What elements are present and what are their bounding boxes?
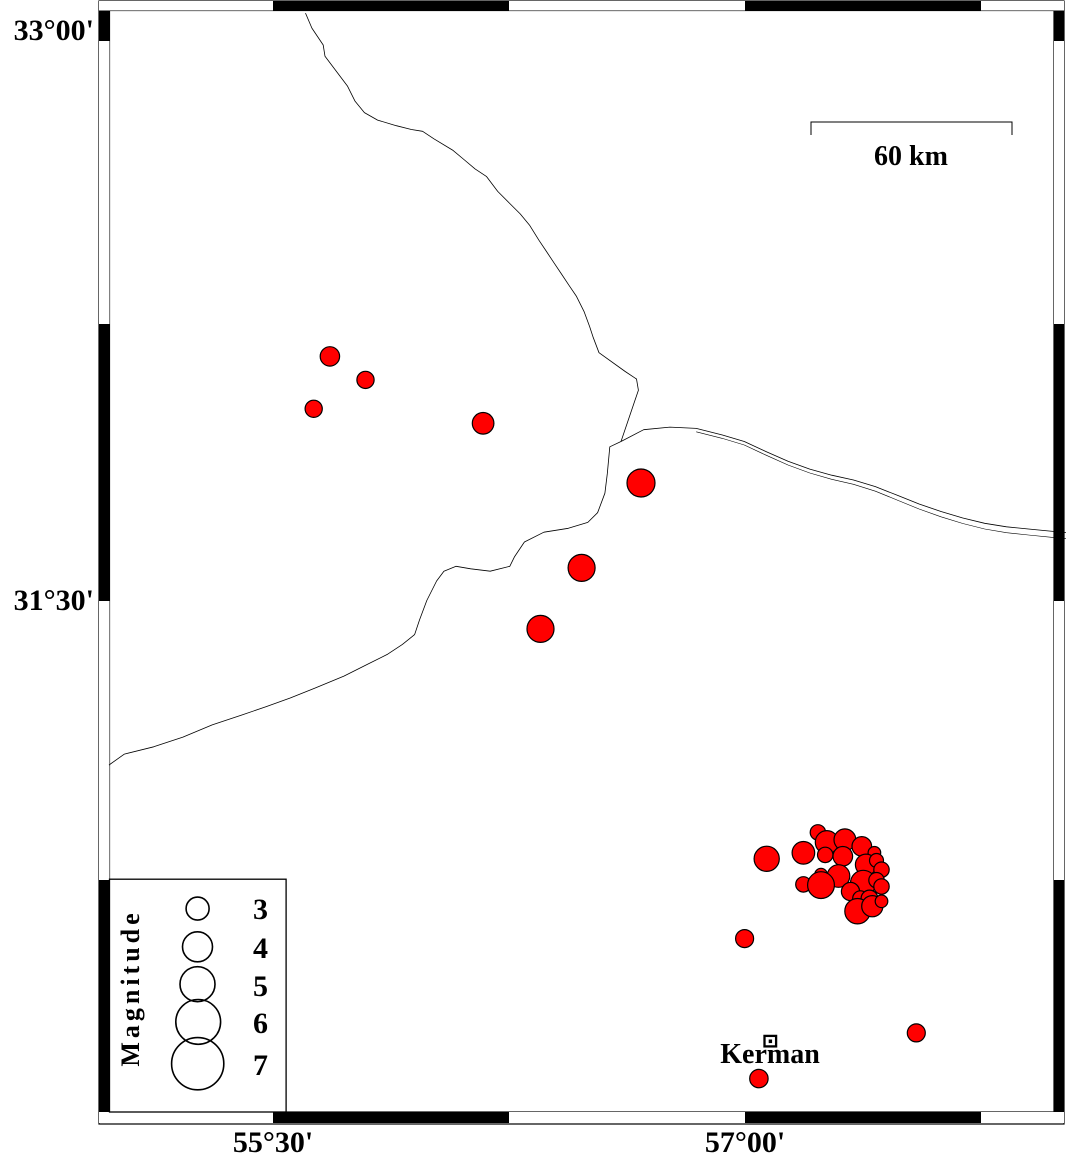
svg-text:Magnitude: Magnitude [116, 909, 145, 1066]
svg-text:6: 6 [253, 1007, 268, 1040]
svg-text:7: 7 [253, 1049, 268, 1082]
svg-text:3: 3 [253, 893, 268, 926]
svg-text:4: 4 [253, 932, 268, 965]
svg-text:5: 5 [253, 970, 268, 1003]
svg-text:60 km: 60 km [874, 141, 948, 172]
svg-text:Kerman: Kerman [720, 1039, 820, 1070]
svg-text:33°00': 33°00' [14, 14, 94, 47]
svg-text:31°30': 31°30' [14, 584, 94, 617]
svg-text:57°00': 57°00' [705, 1126, 785, 1159]
svg-text:55°30': 55°30' [233, 1126, 313, 1159]
